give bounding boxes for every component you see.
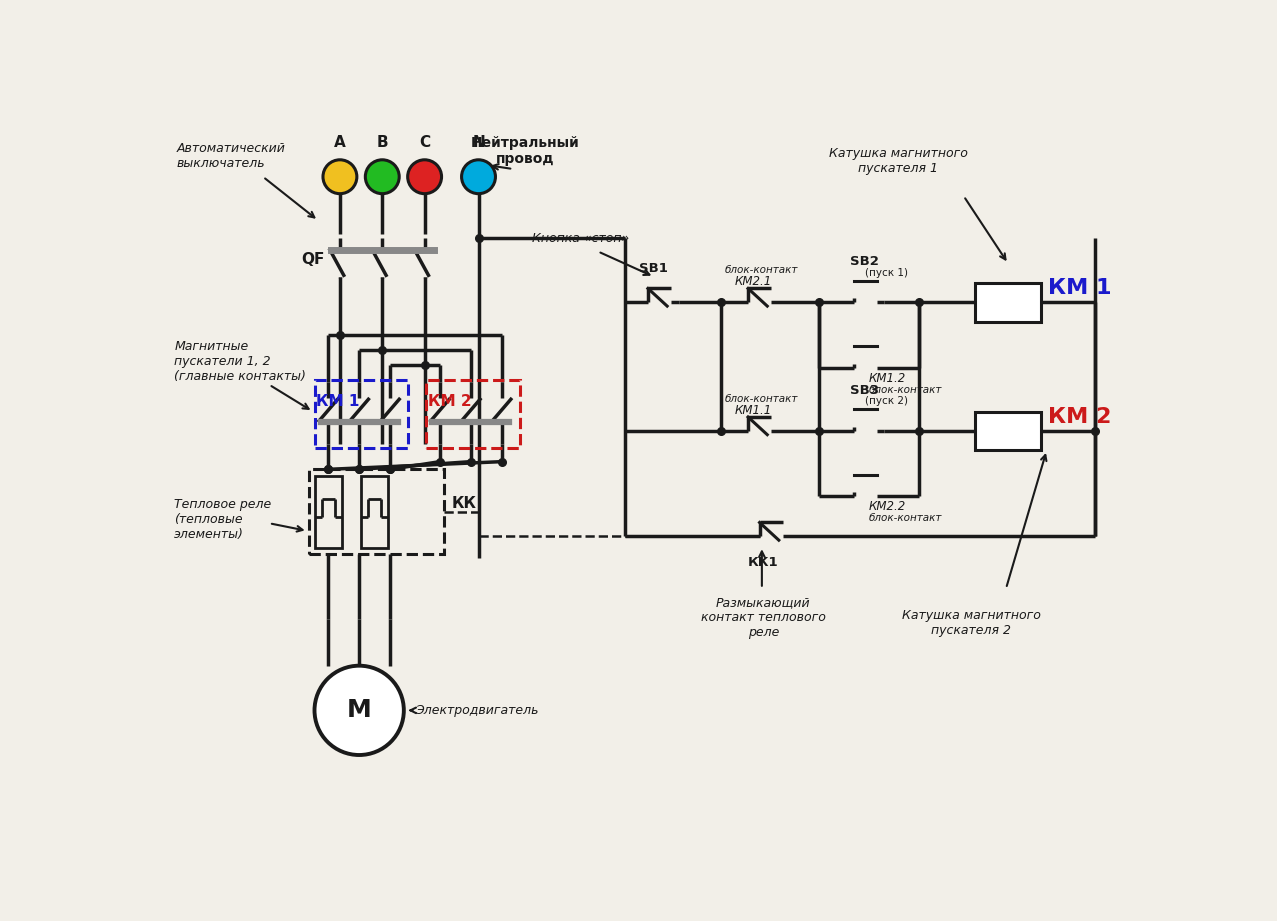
Text: Катушка магнитного
пускателя 1: Катушка магнитного пускателя 1 — [829, 147, 968, 175]
Text: КК: КК — [452, 496, 476, 511]
Text: Магнитные
пускатели 1, 2
(главные контакты): Магнитные пускатели 1, 2 (главные контак… — [175, 340, 306, 383]
Bar — [361, 475, 388, 548]
Text: B: B — [377, 134, 388, 150]
Text: N: N — [472, 134, 485, 150]
Text: Нейтральный
провод: Нейтральный провод — [470, 136, 578, 167]
Circle shape — [461, 160, 495, 193]
Bar — [976, 283, 1041, 321]
Text: блок-контакт: блок-контакт — [725, 394, 798, 404]
Text: SB3: SB3 — [849, 384, 879, 397]
Text: Размыкающий
контакт теплового
реле: Размыкающий контакт теплового реле — [701, 597, 826, 639]
Text: Электродвигатель: Электродвигатель — [415, 704, 539, 717]
Text: КМ1.2: КМ1.2 — [868, 371, 907, 385]
Circle shape — [365, 160, 400, 193]
Text: (пуск 1): (пуск 1) — [865, 268, 908, 277]
Bar — [976, 412, 1041, 450]
Text: КМ 2: КМ 2 — [1048, 407, 1112, 427]
Text: QF: QF — [301, 252, 324, 267]
Text: блок-контакт: блок-контакт — [725, 265, 798, 275]
Text: блок-контакт: блок-контакт — [868, 513, 942, 523]
Circle shape — [323, 160, 356, 193]
Text: C: C — [419, 134, 430, 150]
Text: Тепловое реле
(тепловые
элементы): Тепловое реле (тепловые элементы) — [175, 498, 272, 541]
Text: КК1: КК1 — [748, 555, 779, 568]
Text: A: A — [335, 134, 346, 150]
Text: SB2: SB2 — [849, 255, 879, 268]
Text: М: М — [347, 698, 372, 722]
Circle shape — [314, 666, 404, 755]
Text: (пуск 2): (пуск 2) — [865, 396, 908, 406]
Text: блок-контакт: блок-контакт — [868, 385, 942, 394]
Text: Автоматический
выключатель: Автоматический выключатель — [176, 142, 286, 170]
Text: КМ 1: КМ 1 — [315, 394, 359, 409]
Text: SB1: SB1 — [638, 262, 668, 275]
Text: Кнопка «стоп»: Кнопка «стоп» — [533, 232, 630, 245]
Text: КМ1.1: КМ1.1 — [736, 404, 773, 417]
Text: КМ2.1: КМ2.1 — [736, 275, 773, 288]
Circle shape — [407, 160, 442, 193]
Text: КМ2.2: КМ2.2 — [868, 500, 907, 513]
Text: КМ 2: КМ 2 — [428, 394, 471, 409]
Text: КМ 1: КМ 1 — [1048, 278, 1112, 298]
Bar — [315, 475, 342, 548]
Text: Катушка магнитного
пускателя 2: Катушка магнитного пускателя 2 — [902, 610, 1041, 637]
